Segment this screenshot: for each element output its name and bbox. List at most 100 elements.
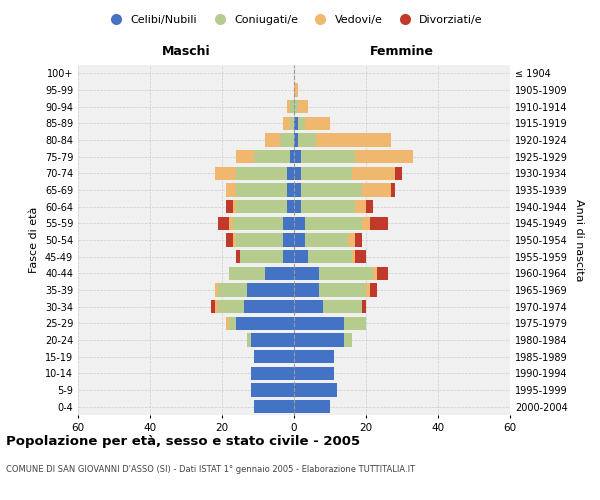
Bar [301,200,355,213]
Bar [298,116,305,130]
Bar [294,84,298,96]
Bar [294,200,301,213]
Bar [236,166,287,180]
Bar [233,216,283,230]
Bar [218,300,244,314]
Bar [366,200,373,213]
Bar [215,284,218,296]
Y-axis label: Anni di nascita: Anni di nascita [574,198,584,281]
Bar [294,234,305,246]
Bar [319,266,373,280]
Bar [244,300,294,314]
Bar [236,316,294,330]
Bar [287,200,294,213]
Bar [251,334,294,346]
Bar [294,150,301,164]
Bar [305,116,330,130]
Bar [355,234,362,246]
Bar [215,300,218,314]
Bar [287,100,290,114]
Bar [247,284,294,296]
Bar [236,234,283,246]
Bar [294,400,330,413]
Bar [355,150,413,164]
Bar [226,200,233,213]
Bar [236,200,287,213]
Bar [229,216,233,230]
Bar [362,216,370,230]
Bar [294,166,301,180]
Bar [294,134,298,146]
Bar [254,400,294,413]
Bar [294,350,334,364]
Bar [229,266,265,280]
Bar [218,284,247,296]
Bar [294,316,344,330]
Bar [294,384,337,396]
Bar [290,150,294,164]
Bar [370,284,377,296]
Bar [283,216,294,230]
Bar [254,350,294,364]
Bar [290,116,294,130]
Bar [283,234,294,246]
Bar [308,250,352,264]
Bar [294,216,305,230]
Bar [233,200,236,213]
Y-axis label: Fasce di età: Fasce di età [29,207,39,273]
Bar [236,150,254,164]
Bar [233,234,236,246]
Bar [355,200,366,213]
Bar [251,384,294,396]
Bar [301,150,355,164]
Bar [370,216,388,230]
Bar [265,134,280,146]
Bar [236,250,240,264]
Bar [294,300,323,314]
Bar [229,316,236,330]
Bar [283,116,290,130]
Text: COMUNE DI SAN GIOVANNI D'ASSO (SI) - Dati ISTAT 1° gennaio 2005 - Elaborazione T: COMUNE DI SAN GIOVANNI D'ASSO (SI) - Dat… [6,465,415,474]
Text: Popolazione per età, sesso e stato civile - 2005: Popolazione per età, sesso e stato civil… [6,435,360,448]
Bar [215,166,236,180]
Bar [348,234,355,246]
Bar [226,184,236,196]
Legend: Celibi/Nubili, Coniugati/e, Vedovi/e, Divorziati/e: Celibi/Nubili, Coniugati/e, Vedovi/e, Di… [101,10,487,29]
Bar [301,184,362,196]
Bar [287,166,294,180]
Bar [294,184,301,196]
Bar [265,266,294,280]
Bar [283,250,294,264]
Bar [352,250,355,264]
Bar [391,184,395,196]
Bar [362,300,366,314]
Bar [294,266,319,280]
Bar [287,184,294,196]
Bar [352,166,395,180]
Bar [294,284,319,296]
Bar [211,300,215,314]
Bar [226,316,229,330]
Bar [344,316,366,330]
Bar [395,166,402,180]
Bar [280,134,294,146]
Bar [236,184,287,196]
Bar [355,250,366,264]
Bar [377,266,388,280]
Bar [290,100,294,114]
Text: Femmine: Femmine [370,46,434,59]
Bar [294,250,308,264]
Bar [344,334,352,346]
Bar [298,100,308,114]
Bar [316,134,391,146]
Bar [301,166,352,180]
Bar [319,284,366,296]
Bar [240,250,283,264]
Bar [294,100,298,114]
Bar [305,234,348,246]
Bar [251,366,294,380]
Bar [362,184,391,196]
Text: Maschi: Maschi [161,46,211,59]
Bar [373,266,377,280]
Bar [254,150,290,164]
